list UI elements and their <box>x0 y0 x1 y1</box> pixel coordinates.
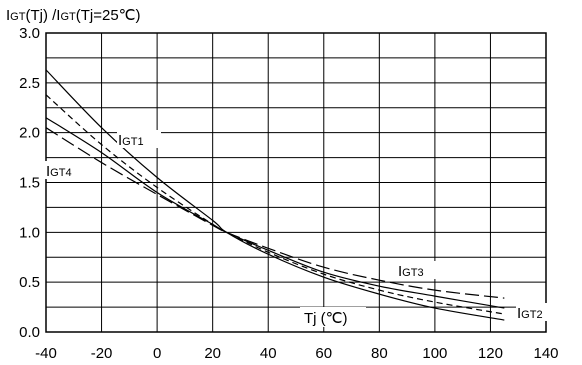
x-axis-label: Tj (℃) <box>304 310 348 327</box>
x-tick-labels: -40 -20 0 20 40 60 80 100 120 140 <box>35 345 558 362</box>
series-label-igt4-sub: GT4 <box>50 167 71 179</box>
y-tick-label: 1.0 <box>19 224 40 241</box>
series-label-igt1-text: IGT1 <box>118 132 144 149</box>
y-axis-title: IGT(Tj) /IGT(Tj=25℃) <box>6 7 141 24</box>
x-tick-label: 60 <box>315 345 332 362</box>
y-title-part-4: GT <box>60 11 76 23</box>
x-tick-label: 80 <box>371 345 388 362</box>
series-line-igt4 <box>45 117 505 309</box>
series-lines <box>45 69 505 321</box>
y-tick-label: 2.0 <box>19 125 40 142</box>
series-label-igt3-main: I <box>398 263 402 280</box>
x-axis-label-bg <box>300 307 366 327</box>
x-tick-label: 40 <box>260 345 277 362</box>
series-label-igt2-bg <box>516 303 560 321</box>
y-tick-label: 0.5 <box>19 274 40 291</box>
plot-frame <box>45 32 547 333</box>
series-label-igt3-bg <box>397 261 441 279</box>
y-tick-label: 0.0 <box>19 324 40 341</box>
series-label-igt3: IGT3 <box>397 261 441 280</box>
series-label-igt4: IGT4 <box>45 161 89 180</box>
series-line-igt2 <box>45 94 505 315</box>
y-title-part-3: (Tj) /I <box>25 7 60 24</box>
series-label-igt3-text: IGT3 <box>398 263 424 280</box>
series-label-igt1-bg <box>117 130 161 148</box>
x-tick-label: 140 <box>533 345 558 362</box>
series-label-igt1-main: I <box>118 132 122 149</box>
y-title-part-1: I <box>6 7 10 24</box>
series-label-igt4-main: I <box>46 163 50 180</box>
series-label-igt2: IGT2 <box>516 303 560 322</box>
y-tick-label: 1.5 <box>19 175 40 192</box>
x-tick-label: -20 <box>91 345 113 362</box>
grid-lines <box>45 32 547 333</box>
series-label-igt3-sub: GT3 <box>402 267 423 279</box>
series-line-igt1 <box>45 69 505 321</box>
x-tick-label: 0 <box>153 345 161 362</box>
y-tick-labels: 3.0 2.5 2.0 1.5 1.0 0.5 0.0 <box>19 25 40 341</box>
x-tick-label: 100 <box>422 345 447 362</box>
y-title-part-2: GT <box>10 11 26 23</box>
series-label-igt2-sub: GT2 <box>521 309 542 321</box>
x-tick-label: 120 <box>478 345 503 362</box>
y-tick-label: 2.5 <box>19 75 40 92</box>
series-label-igt2-text: IGT2 <box>517 305 543 322</box>
series-label-igt4-text: IGT4 <box>46 163 72 180</box>
series-line-igt3 <box>45 127 505 299</box>
series-label-igt1: IGT1 <box>117 130 161 149</box>
series-label-igt2-main: I <box>517 305 521 322</box>
series-label-igt1-sub: GT1 <box>122 136 143 148</box>
x-tick-label: -40 <box>35 345 57 362</box>
y-tick-label: 3.0 <box>19 25 40 42</box>
series-label-igt4-bg <box>45 161 89 179</box>
y-title-part-5: (Tj=25℃) <box>76 7 141 24</box>
x-tick-label: 20 <box>204 345 221 362</box>
